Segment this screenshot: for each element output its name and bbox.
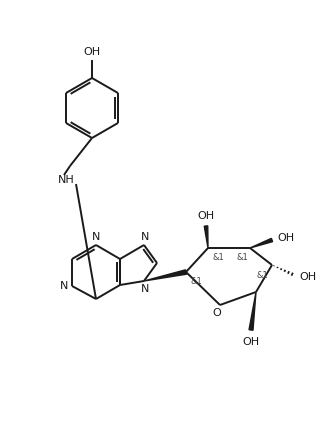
- Polygon shape: [144, 270, 186, 281]
- Text: O: O: [213, 308, 221, 318]
- Polygon shape: [204, 226, 208, 248]
- Text: OH: OH: [278, 233, 295, 243]
- Text: NH: NH: [58, 175, 74, 185]
- Text: N: N: [141, 232, 149, 242]
- Text: &1: &1: [212, 253, 224, 263]
- Text: &1: &1: [236, 253, 248, 263]
- Text: N: N: [141, 284, 149, 294]
- Text: N: N: [92, 232, 100, 242]
- Text: OH: OH: [300, 272, 317, 282]
- Text: &1: &1: [256, 271, 268, 280]
- Polygon shape: [250, 238, 273, 248]
- Polygon shape: [249, 292, 256, 330]
- Text: N: N: [60, 281, 68, 291]
- Text: OH: OH: [84, 47, 101, 57]
- Text: OH: OH: [242, 337, 260, 347]
- Text: &1: &1: [190, 277, 202, 287]
- Text: OH: OH: [197, 211, 214, 221]
